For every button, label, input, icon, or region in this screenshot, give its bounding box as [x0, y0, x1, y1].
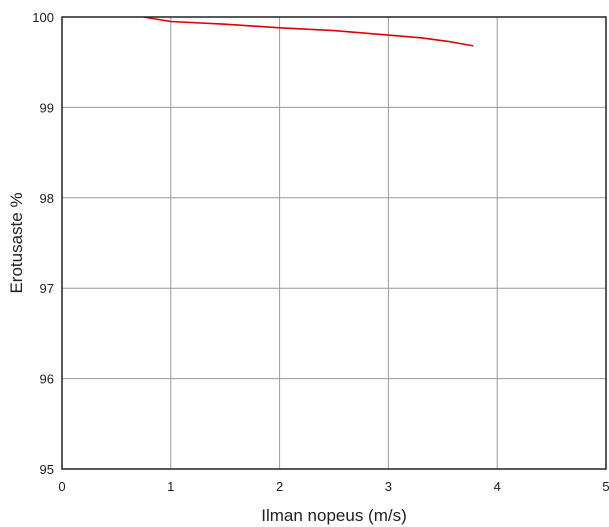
- series-line: [143, 16, 474, 47]
- series-layer: [143, 16, 474, 47]
- x-axis-label: Ilman nopeus (m/s): [261, 506, 407, 525]
- x-tick-label: 0: [58, 479, 65, 494]
- y-tick-label: 96: [40, 372, 54, 387]
- grid: [61, 16, 607, 470]
- y-tick-label: 98: [40, 191, 54, 206]
- y-tick-labels: 95 96 97 98 99 100: [32, 10, 54, 477]
- x-tick-label: 2: [276, 479, 283, 494]
- y-tick-label: 97: [40, 281, 54, 296]
- plot-frame: [61, 16, 607, 470]
- x-tick-label: 5: [602, 479, 609, 494]
- x-tick-labels: 0 1 2 3 4 5: [58, 479, 609, 494]
- y-tick-label: 100: [32, 10, 54, 25]
- x-tick-label: 3: [385, 479, 392, 494]
- x-tick-label: 1: [167, 479, 174, 494]
- y-axis-label: Erotusaste %: [7, 192, 26, 293]
- y-tick-label: 99: [40, 100, 54, 115]
- y-tick-label: 95: [40, 462, 54, 477]
- x-tick-label: 4: [494, 479, 501, 494]
